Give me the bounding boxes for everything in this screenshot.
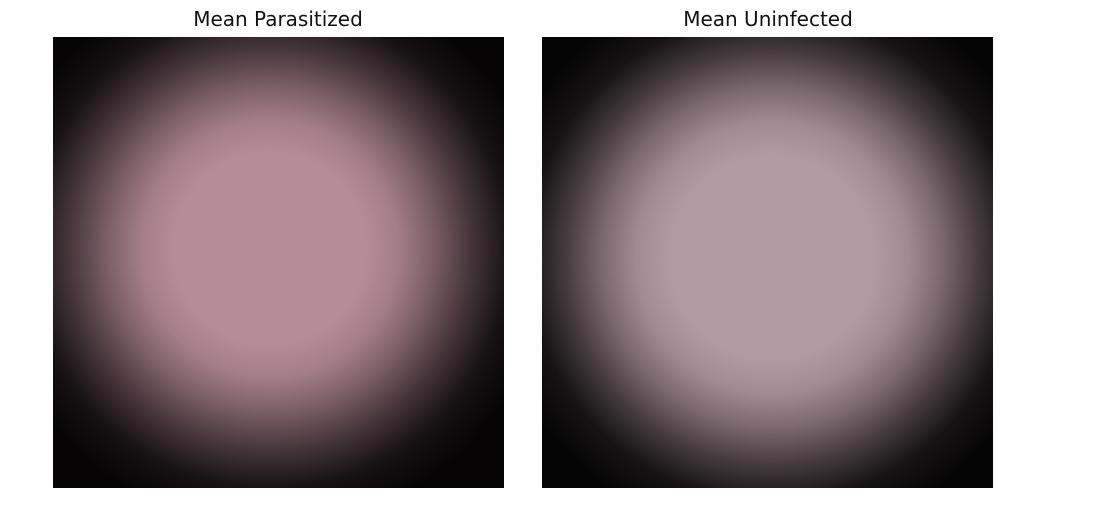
panel-title-mean-uninfected: Mean Uninfected <box>683 7 853 31</box>
mean-parasitized-image <box>53 37 504 488</box>
mean-uninfected-image <box>542 37 993 488</box>
panel-title-mean-parasitized: Mean Parasitized <box>193 7 363 31</box>
